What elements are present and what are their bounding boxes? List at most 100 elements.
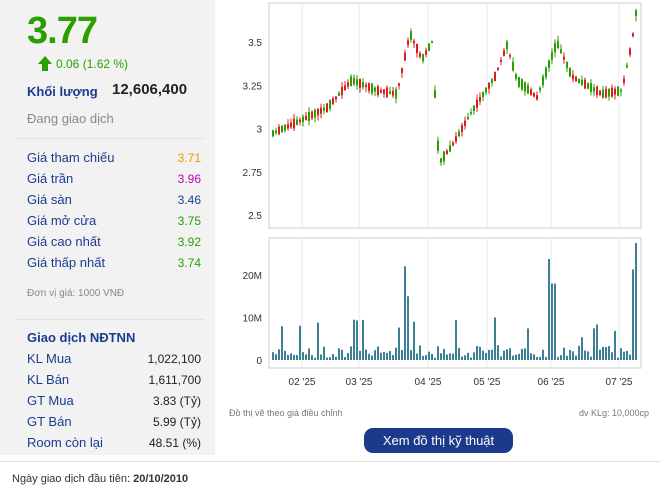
volume-bar (428, 351, 430, 360)
foreign-row-label: Room còn lại (27, 435, 103, 450)
volume-bar (554, 283, 556, 360)
volume-bar (425, 355, 427, 360)
price-row-label: Giá tham chiếu (27, 150, 115, 165)
volume-bar (617, 357, 619, 360)
candle-body (485, 87, 487, 93)
price-row-label: Giá cao nhất (27, 234, 101, 249)
candle-body (362, 82, 364, 88)
candle-body (617, 86, 619, 96)
volume-bar (302, 352, 304, 360)
candle-body (602, 89, 604, 98)
volume-bar (410, 350, 412, 360)
volume-bar (587, 351, 589, 360)
candle-body (299, 119, 301, 123)
volume-bar (632, 269, 634, 360)
candle-body (332, 98, 334, 105)
price-volume-chart: 3.5 3.25 3 2.75 2.5 20M 10M 0 02 '25 03 '25 04 '25… (243, 2, 642, 388)
volume-bar (602, 346, 604, 360)
candle-body (326, 103, 328, 113)
price-row-value: 3.71 (177, 151, 201, 165)
candle-body (533, 92, 535, 97)
price-change: 0.06 (1.62 %) (38, 56, 128, 72)
volume-bar (374, 350, 376, 360)
candle-body (557, 40, 559, 48)
volume-bar (476, 346, 478, 360)
volume-bar (329, 357, 331, 360)
candle-body (554, 42, 556, 53)
candle-body (338, 93, 340, 96)
candle-body (611, 87, 613, 97)
first-day-label: Ngày giao dịch đầu tiên: (12, 473, 131, 485)
volume-bar (620, 348, 622, 360)
price-row-label: Giá sàn (27, 192, 72, 207)
candle-body (575, 76, 577, 82)
candle-body (287, 124, 289, 129)
volume-bar (446, 354, 448, 360)
candle-body (455, 136, 457, 142)
candle-body (545, 67, 547, 78)
volume-bar (299, 325, 301, 360)
first-trading-day: Ngày giao dịch đầu tiên: 20/10/2010 (12, 473, 188, 485)
foreign-row-value: 5.99 (Tỷ) (152, 415, 201, 429)
candle-body (506, 41, 508, 50)
volume-bar (494, 317, 496, 360)
candle-body (494, 72, 496, 82)
candle-body (512, 62, 514, 71)
volume-bar (629, 354, 631, 360)
volume-bar (557, 357, 559, 360)
volume-bar (434, 357, 436, 360)
candle-body (281, 125, 283, 133)
volume-bar (614, 330, 616, 360)
candle-body (407, 40, 409, 45)
volume-bar (407, 296, 409, 360)
price-tick-label: 3 (256, 125, 262, 136)
volume-bar (464, 355, 466, 360)
price-change-value: 0.06 (1.62 %) (56, 57, 129, 71)
volume-bar (635, 243, 637, 360)
volume-bar (527, 328, 529, 360)
volume-bar (590, 356, 592, 360)
volume-bar (440, 353, 442, 360)
price-row-label: Giá thấp nhất (27, 255, 106, 270)
volume-bar (356, 320, 358, 360)
candle-body (623, 78, 625, 83)
price-row-value: 3.46 (177, 193, 201, 207)
candle-body (293, 118, 295, 129)
candle-body (587, 83, 589, 89)
candle-body (584, 79, 586, 89)
first-day-value: 20/10/2010 (133, 473, 189, 485)
candle-body (497, 67, 499, 70)
technical-chart-button[interactable]: Xem đồ thị kỹ thuật (364, 428, 513, 453)
candle-body (479, 96, 481, 102)
candle-body (431, 41, 433, 43)
volume-bar (335, 356, 337, 360)
volume-bar (539, 356, 541, 360)
price-row-label: Giá mở cửa (27, 213, 97, 228)
current-price: 3.77 (27, 10, 98, 52)
candle-body (284, 124, 286, 131)
candle-body (536, 95, 538, 100)
volume-bar (338, 348, 340, 360)
price-panel-frame (268, 2, 642, 229)
volume-bar (599, 349, 601, 360)
volume-bar (518, 353, 520, 360)
volume-bar (536, 356, 538, 360)
candle-body (542, 76, 544, 86)
candle-body (425, 50, 427, 55)
volume-bar (461, 356, 463, 360)
price-row-value: 3.74 (177, 256, 201, 270)
volume-bar (419, 345, 421, 360)
volume-bar (452, 353, 454, 360)
candle-body (620, 89, 622, 92)
candle-body (311, 111, 313, 119)
candle-body (446, 150, 448, 155)
candle-body (569, 67, 571, 77)
volume-bar (326, 357, 328, 360)
unit-note: Đơn vị giá: 1000 VNĐ (27, 288, 125, 299)
candle-body (392, 90, 394, 96)
volume-bar (332, 354, 334, 360)
volume-bar (413, 321, 415, 360)
candle-body (434, 90, 436, 98)
volume-bar (584, 350, 586, 360)
volume-bar (275, 354, 277, 360)
